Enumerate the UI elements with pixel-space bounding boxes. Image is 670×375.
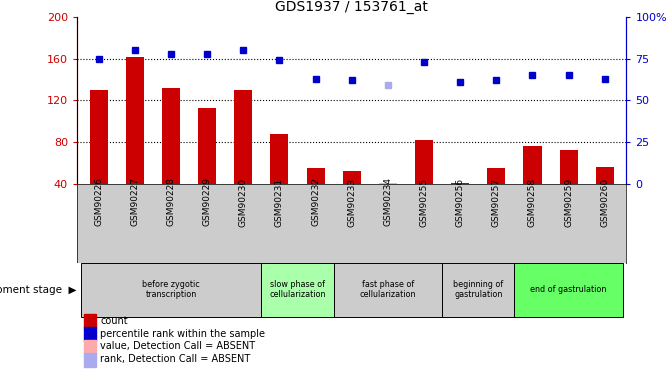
Bar xyxy=(126,57,144,184)
Bar xyxy=(334,262,442,317)
Text: count: count xyxy=(100,316,128,326)
Bar xyxy=(343,171,360,184)
Bar xyxy=(451,183,469,184)
Text: before zygotic
transcription: before zygotic transcription xyxy=(142,280,200,299)
Bar xyxy=(80,262,261,317)
Text: beginning of
gastrulation: beginning of gastrulation xyxy=(453,280,503,299)
Text: fast phase of
cellularization: fast phase of cellularization xyxy=(360,280,416,299)
Bar xyxy=(415,140,433,184)
Text: end of gastrulation: end of gastrulation xyxy=(531,285,607,294)
Bar xyxy=(596,167,614,184)
Bar xyxy=(198,108,216,184)
Bar xyxy=(162,88,180,184)
Bar xyxy=(261,262,334,317)
Bar xyxy=(307,168,325,184)
Bar xyxy=(515,262,623,317)
Text: development stage  ▶: development stage ▶ xyxy=(0,285,76,295)
Bar xyxy=(442,262,515,317)
Bar xyxy=(487,168,505,184)
Bar xyxy=(559,150,578,184)
Bar xyxy=(234,90,253,184)
Bar xyxy=(379,183,397,184)
Bar xyxy=(523,146,541,184)
Bar xyxy=(271,134,289,184)
Text: slow phase of
cellularization: slow phase of cellularization xyxy=(269,280,326,299)
Text: value, Detection Call = ABSENT: value, Detection Call = ABSENT xyxy=(100,342,256,351)
Bar xyxy=(90,90,108,184)
Text: rank, Detection Call = ABSENT: rank, Detection Call = ABSENT xyxy=(100,354,251,364)
Text: percentile rank within the sample: percentile rank within the sample xyxy=(100,328,265,339)
Title: GDS1937 / 153761_at: GDS1937 / 153761_at xyxy=(275,0,428,15)
